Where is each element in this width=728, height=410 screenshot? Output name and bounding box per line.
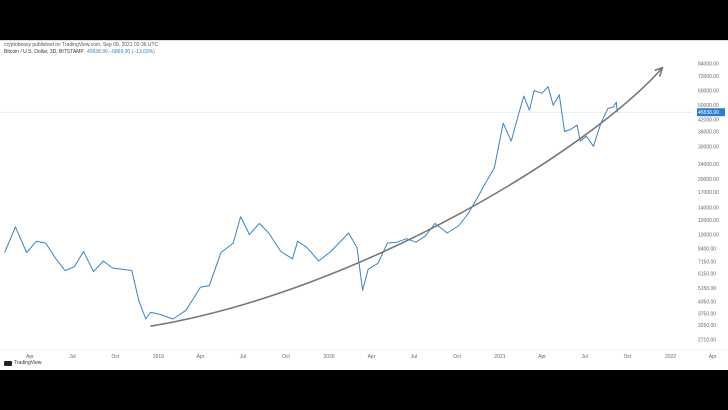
x-tick-label: 2022 bbox=[665, 354, 676, 360]
y-tick-label: 6150.00 bbox=[698, 272, 716, 278]
price-chart[interactable]: 84000.00 72000.00 60000.00 50000.00 42000.00… bbox=[0, 40, 728, 370]
y-tick-label: 42000.00 bbox=[698, 117, 719, 123]
price-tag bbox=[697, 108, 725, 117]
chart-header: cryptobeasy published on TradingView.com… bbox=[4, 42, 158, 56]
y-tick-label: 36000.00 bbox=[698, 130, 719, 136]
y-tick-label: 24000.00 bbox=[698, 162, 719, 168]
y-tick-label: 17000.00 bbox=[698, 190, 719, 196]
x-tick-label: Apr bbox=[26, 354, 34, 360]
price-tag-label: 45838.90 bbox=[698, 110, 719, 116]
last-values: 45838.90 −6869.30 (−13.03%) bbox=[86, 49, 155, 55]
y-tick-label: 4350.00 bbox=[698, 299, 716, 305]
symbol-label: Bitcoin / U.S. Dollar, 3D, BITSTAMP bbox=[4, 49, 84, 55]
symbol-line: Bitcoin / U.S. Dollar, 3D, BITSTAMP 4583… bbox=[4, 49, 158, 56]
price-series-line bbox=[4, 86, 618, 320]
tradingview-icon bbox=[4, 360, 12, 366]
y-tick-label: 50000.00 bbox=[698, 103, 719, 109]
x-tick-label: Jul bbox=[240, 354, 246, 360]
chart-frame: 84000.00 72000.00 60000.00 50000.00 42000.00… bbox=[0, 40, 728, 370]
x-tick-label: Oct bbox=[453, 354, 461, 360]
trend-arrow-head bbox=[654, 66, 664, 77]
x-tick-label: 2019 bbox=[153, 354, 164, 360]
y-tick-label: 7150.00 bbox=[698, 260, 716, 266]
y-tick-label: 8400.00 bbox=[698, 247, 716, 253]
y-tick-label: 3750.00 bbox=[698, 311, 716, 317]
trend-arrow-curve bbox=[150, 66, 664, 327]
y-tick-label: 72000.00 bbox=[698, 74, 719, 80]
x-tick-label: Oct bbox=[282, 354, 290, 360]
divider bbox=[0, 40, 728, 41]
y-tick-label: 84000.00 bbox=[698, 62, 719, 68]
y-tick-label: 3250.00 bbox=[698, 323, 716, 329]
y-tick-label: 20000.00 bbox=[698, 177, 719, 183]
y-tick-label: 30000.00 bbox=[698, 144, 719, 150]
publisher-line: cryptobeasy published on TradingView.com… bbox=[4, 42, 159, 48]
y-tick-label: 10000.00 bbox=[698, 233, 719, 239]
x-tick-label: Oct bbox=[624, 354, 632, 360]
x-tick-label: Apr bbox=[538, 354, 546, 360]
x-tick-label: Apr bbox=[709, 354, 717, 360]
x-tick-label: Jul bbox=[581, 354, 587, 360]
y-tick-label: 60000.00 bbox=[698, 89, 719, 95]
x-tick-label: Jul bbox=[69, 354, 75, 360]
tradingview-label: TradingView bbox=[14, 360, 42, 366]
x-tick-label: 2021 bbox=[494, 354, 505, 360]
x-tick-label: Jul bbox=[411, 354, 417, 360]
y-tick-label: 2710.00 bbox=[698, 338, 716, 344]
x-tick-label: Oct bbox=[112, 354, 120, 360]
y-tick-label: 12000.00 bbox=[698, 218, 719, 224]
x-tick-label: Apr bbox=[368, 354, 376, 360]
x-tick-label: Apr bbox=[197, 354, 205, 360]
y-tick-label: 14000.00 bbox=[698, 206, 719, 212]
y-tick-label: 5150.00 bbox=[698, 286, 716, 292]
x-tick-label: 2020 bbox=[323, 354, 334, 360]
tradingview-logo[interactable]: TradingView bbox=[4, 360, 42, 366]
